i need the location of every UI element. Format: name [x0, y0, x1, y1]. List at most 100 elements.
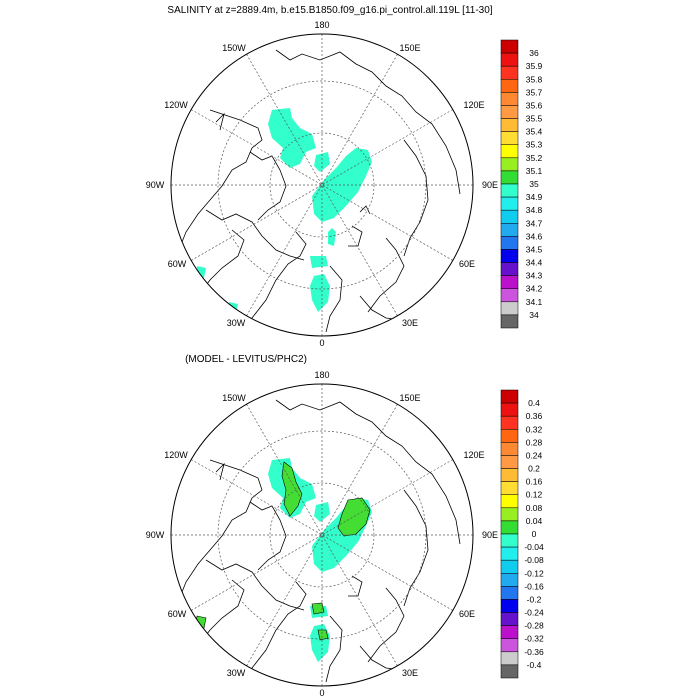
colorbar-swatch: [500, 196, 519, 211]
colorbar-tick-label: 34.6: [526, 231, 543, 241]
colorbar-tick-label: 34.9: [526, 192, 543, 202]
colorbar-tick-label: 0.24: [526, 450, 543, 460]
field-patch-greenland-sea-positive: [317, 629, 329, 641]
graticule-lat-circle: [217, 80, 427, 290]
colorbar-tick-label: 0.08: [526, 503, 543, 513]
colorbar-tick-label: 35.7: [526, 87, 543, 97]
colorbar-tick-label: 34.7: [526, 218, 543, 228]
panel1-lon-label-60W: 60W: [168, 259, 187, 269]
colorbar-swatch: [500, 236, 519, 250]
colorbar-swatch: [500, 651, 519, 666]
panel2-lon-label-150W: 150W: [222, 393, 246, 403]
colorbar-tick-label: 0.04: [526, 516, 543, 526]
panel2-coastlines: [177, 399, 461, 683]
colorbar-swatch: [500, 455, 519, 469]
panel2-field: [195, 458, 372, 662]
colorbar-tick-label: -0.12: [524, 568, 544, 578]
field-patch-labrador: [196, 266, 206, 278]
panel2-lon-label-30E: 30E: [402, 668, 418, 678]
colorbar-swatch: [500, 586, 519, 600]
colorbar-tick-label: 0.36: [526, 411, 543, 421]
panel1-map-boundary: [170, 33, 474, 337]
panel1-graticule: [171, 34, 473, 336]
colorbar-tick-label: 34.4: [526, 258, 543, 268]
colorbar-tick-label: 35.3: [526, 140, 543, 150]
panel2-lon-label-120W: 120W: [164, 450, 188, 460]
panel1-lon-label-90W: 90W: [146, 180, 165, 190]
panel1-lon-label-90E: 90E: [482, 180, 498, 190]
colorbar-swatch: [500, 39, 519, 54]
colorbar-tick-label: -0.2: [527, 594, 542, 604]
panel1-field: [196, 108, 372, 312]
colorbar-tick-label: -0.36: [524, 647, 544, 657]
panel2-lon-label-90W: 90W: [146, 530, 165, 540]
colorbar-swatch: [500, 314, 519, 329]
colorbar-swatch: [500, 494, 519, 509]
field-patch-fram: [310, 256, 328, 268]
panel2-lon-label-120E: 120E: [463, 450, 484, 460]
colorbar-swatch: [500, 275, 519, 289]
field-patch-canada-basin-positive: [281, 461, 303, 517]
panel1-lon-label-30W: 30W: [227, 318, 246, 328]
colorbar-swatch: [500, 612, 519, 626]
colorbar-tick-label: 34: [529, 310, 539, 320]
colorbar-swatch: [500, 533, 519, 548]
colorbar-swatch: [500, 288, 519, 303]
colorbar-tick-label: 0.4: [528, 398, 540, 408]
panel2-colorbar: 0.4 0.36 0.32 0.28 0.24 0.2 0.16 0.12 0.08 0.04 0 -…: [500, 389, 544, 679]
panel1-lon-label-120W: 120W: [164, 100, 188, 110]
colorbar-swatch: [500, 79, 519, 93]
panel1-title: SALINITY at z=2889.4m, b.e15.B1850.f09_g…: [167, 5, 492, 16]
colorbar-tick-label: 34.5: [526, 244, 543, 254]
colorbar-tick-label: 0.2: [528, 464, 540, 474]
colorbar-swatch: [500, 546, 519, 561]
colorbar-tick-label: 35: [529, 179, 539, 189]
colorbar-swatch: [500, 415, 519, 430]
colorbar-swatch: [500, 507, 519, 522]
colorbar-swatch: [500, 105, 519, 119]
colorbar-swatch: [500, 625, 519, 639]
colorbar-tick-label: -0.4: [527, 660, 542, 670]
colorbar-tick-label: -0.04: [524, 542, 544, 552]
panel2-lon-label-30W: 30W: [227, 668, 246, 678]
colorbar-tick-label: 35.4: [526, 127, 543, 137]
colorbar-tick-label: -0.24: [524, 608, 544, 618]
colorbar-tick-label: 34.3: [526, 271, 543, 281]
panel2-graticule: [171, 384, 473, 686]
graticule-lat-circle: [217, 430, 427, 640]
field-patch-labrador: [195, 615, 207, 629]
colorbar-tick-label: 34.1: [526, 297, 543, 307]
colorbar-swatch: [500, 144, 519, 159]
panel2-map: [170, 383, 474, 687]
panel2-lon-label-60E: 60E: [459, 609, 475, 619]
colorbar-swatch: [500, 92, 519, 106]
colorbar-swatch: [500, 170, 519, 185]
colorbar-tick-label: -0.28: [524, 621, 544, 631]
panel1-map: [170, 33, 474, 337]
colorbar-swatch: [500, 429, 519, 443]
colorbar-tick-label: 0: [532, 529, 537, 539]
colorbar-swatch: [500, 468, 519, 482]
colorbar-swatch: [500, 209, 519, 224]
colorbar-tick-label: 34.2: [526, 284, 543, 294]
field-patch-fram-positive: [311, 602, 325, 615]
colorbar-tick-label: 0.16: [526, 477, 543, 487]
panel2-title: (MODEL - LEVITUS/PHC2): [185, 354, 307, 365]
panel1-lon-label-150E: 150E: [399, 43, 420, 53]
colorbar-swatch: [500, 131, 519, 145]
panel2-lon-label-90E: 90E: [482, 530, 498, 540]
colorbar-tick-label: -0.08: [524, 555, 544, 565]
colorbar-tick-label: -0.16: [524, 581, 544, 591]
colorbar-swatch: [500, 157, 519, 172]
panel1-lon-label-60E: 60E: [459, 259, 475, 269]
colorbar-swatch: [500, 599, 519, 613]
colorbar-swatch: [500, 664, 519, 679]
colorbar-swatch: [500, 249, 519, 263]
colorbar-swatch: [500, 389, 519, 404]
colorbar-swatch: [500, 638, 519, 653]
colorbar-tick-label: 35.8: [526, 74, 543, 84]
panel2-lon-label-0: 0: [319, 688, 324, 698]
colorbar-tick-label: 36: [529, 48, 539, 58]
colorbar-tick-label: 35.2: [526, 153, 543, 163]
